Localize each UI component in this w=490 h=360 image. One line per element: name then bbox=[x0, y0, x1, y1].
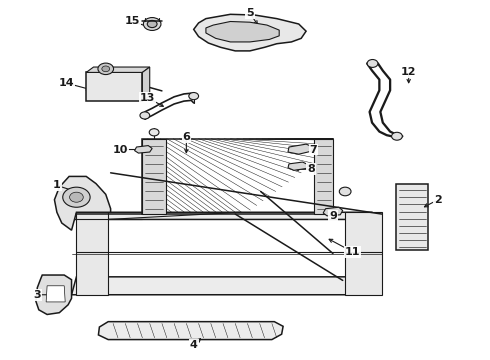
Circle shape bbox=[147, 21, 157, 28]
Polygon shape bbox=[323, 207, 343, 216]
Polygon shape bbox=[76, 212, 108, 295]
Circle shape bbox=[70, 192, 83, 202]
Text: 5: 5 bbox=[246, 8, 254, 18]
Polygon shape bbox=[345, 212, 382, 295]
Text: 10: 10 bbox=[113, 144, 128, 154]
Circle shape bbox=[144, 18, 161, 31]
Polygon shape bbox=[98, 321, 283, 339]
Polygon shape bbox=[288, 144, 314, 154]
Circle shape bbox=[98, 63, 114, 75]
Polygon shape bbox=[135, 145, 152, 153]
Text: 1: 1 bbox=[53, 180, 61, 190]
Circle shape bbox=[102, 66, 110, 72]
Text: 8: 8 bbox=[307, 164, 315, 174]
Circle shape bbox=[367, 59, 378, 67]
Polygon shape bbox=[143, 139, 166, 214]
Polygon shape bbox=[206, 22, 279, 42]
Polygon shape bbox=[36, 275, 72, 315]
Polygon shape bbox=[315, 139, 333, 214]
Polygon shape bbox=[86, 72, 143, 101]
Text: 9: 9 bbox=[329, 211, 337, 221]
Circle shape bbox=[140, 112, 150, 119]
Text: 15: 15 bbox=[125, 17, 140, 27]
Polygon shape bbox=[54, 176, 111, 230]
Polygon shape bbox=[143, 67, 150, 101]
Circle shape bbox=[189, 93, 198, 100]
Text: 4: 4 bbox=[190, 340, 197, 350]
Text: 13: 13 bbox=[140, 93, 155, 103]
Text: 2: 2 bbox=[434, 195, 442, 205]
Polygon shape bbox=[396, 184, 428, 250]
Text: 12: 12 bbox=[401, 67, 416, 77]
Circle shape bbox=[339, 187, 351, 196]
Polygon shape bbox=[72, 277, 382, 295]
Polygon shape bbox=[86, 67, 150, 72]
Polygon shape bbox=[288, 162, 309, 170]
Polygon shape bbox=[72, 212, 382, 220]
Text: 11: 11 bbox=[345, 247, 360, 257]
Text: 14: 14 bbox=[59, 78, 74, 88]
Circle shape bbox=[63, 187, 90, 207]
Circle shape bbox=[392, 132, 402, 140]
Text: 6: 6 bbox=[182, 132, 190, 142]
Text: 7: 7 bbox=[310, 144, 318, 154]
Circle shape bbox=[149, 129, 159, 136]
Text: 3: 3 bbox=[33, 290, 41, 300]
Polygon shape bbox=[46, 286, 65, 302]
Polygon shape bbox=[194, 14, 306, 51]
